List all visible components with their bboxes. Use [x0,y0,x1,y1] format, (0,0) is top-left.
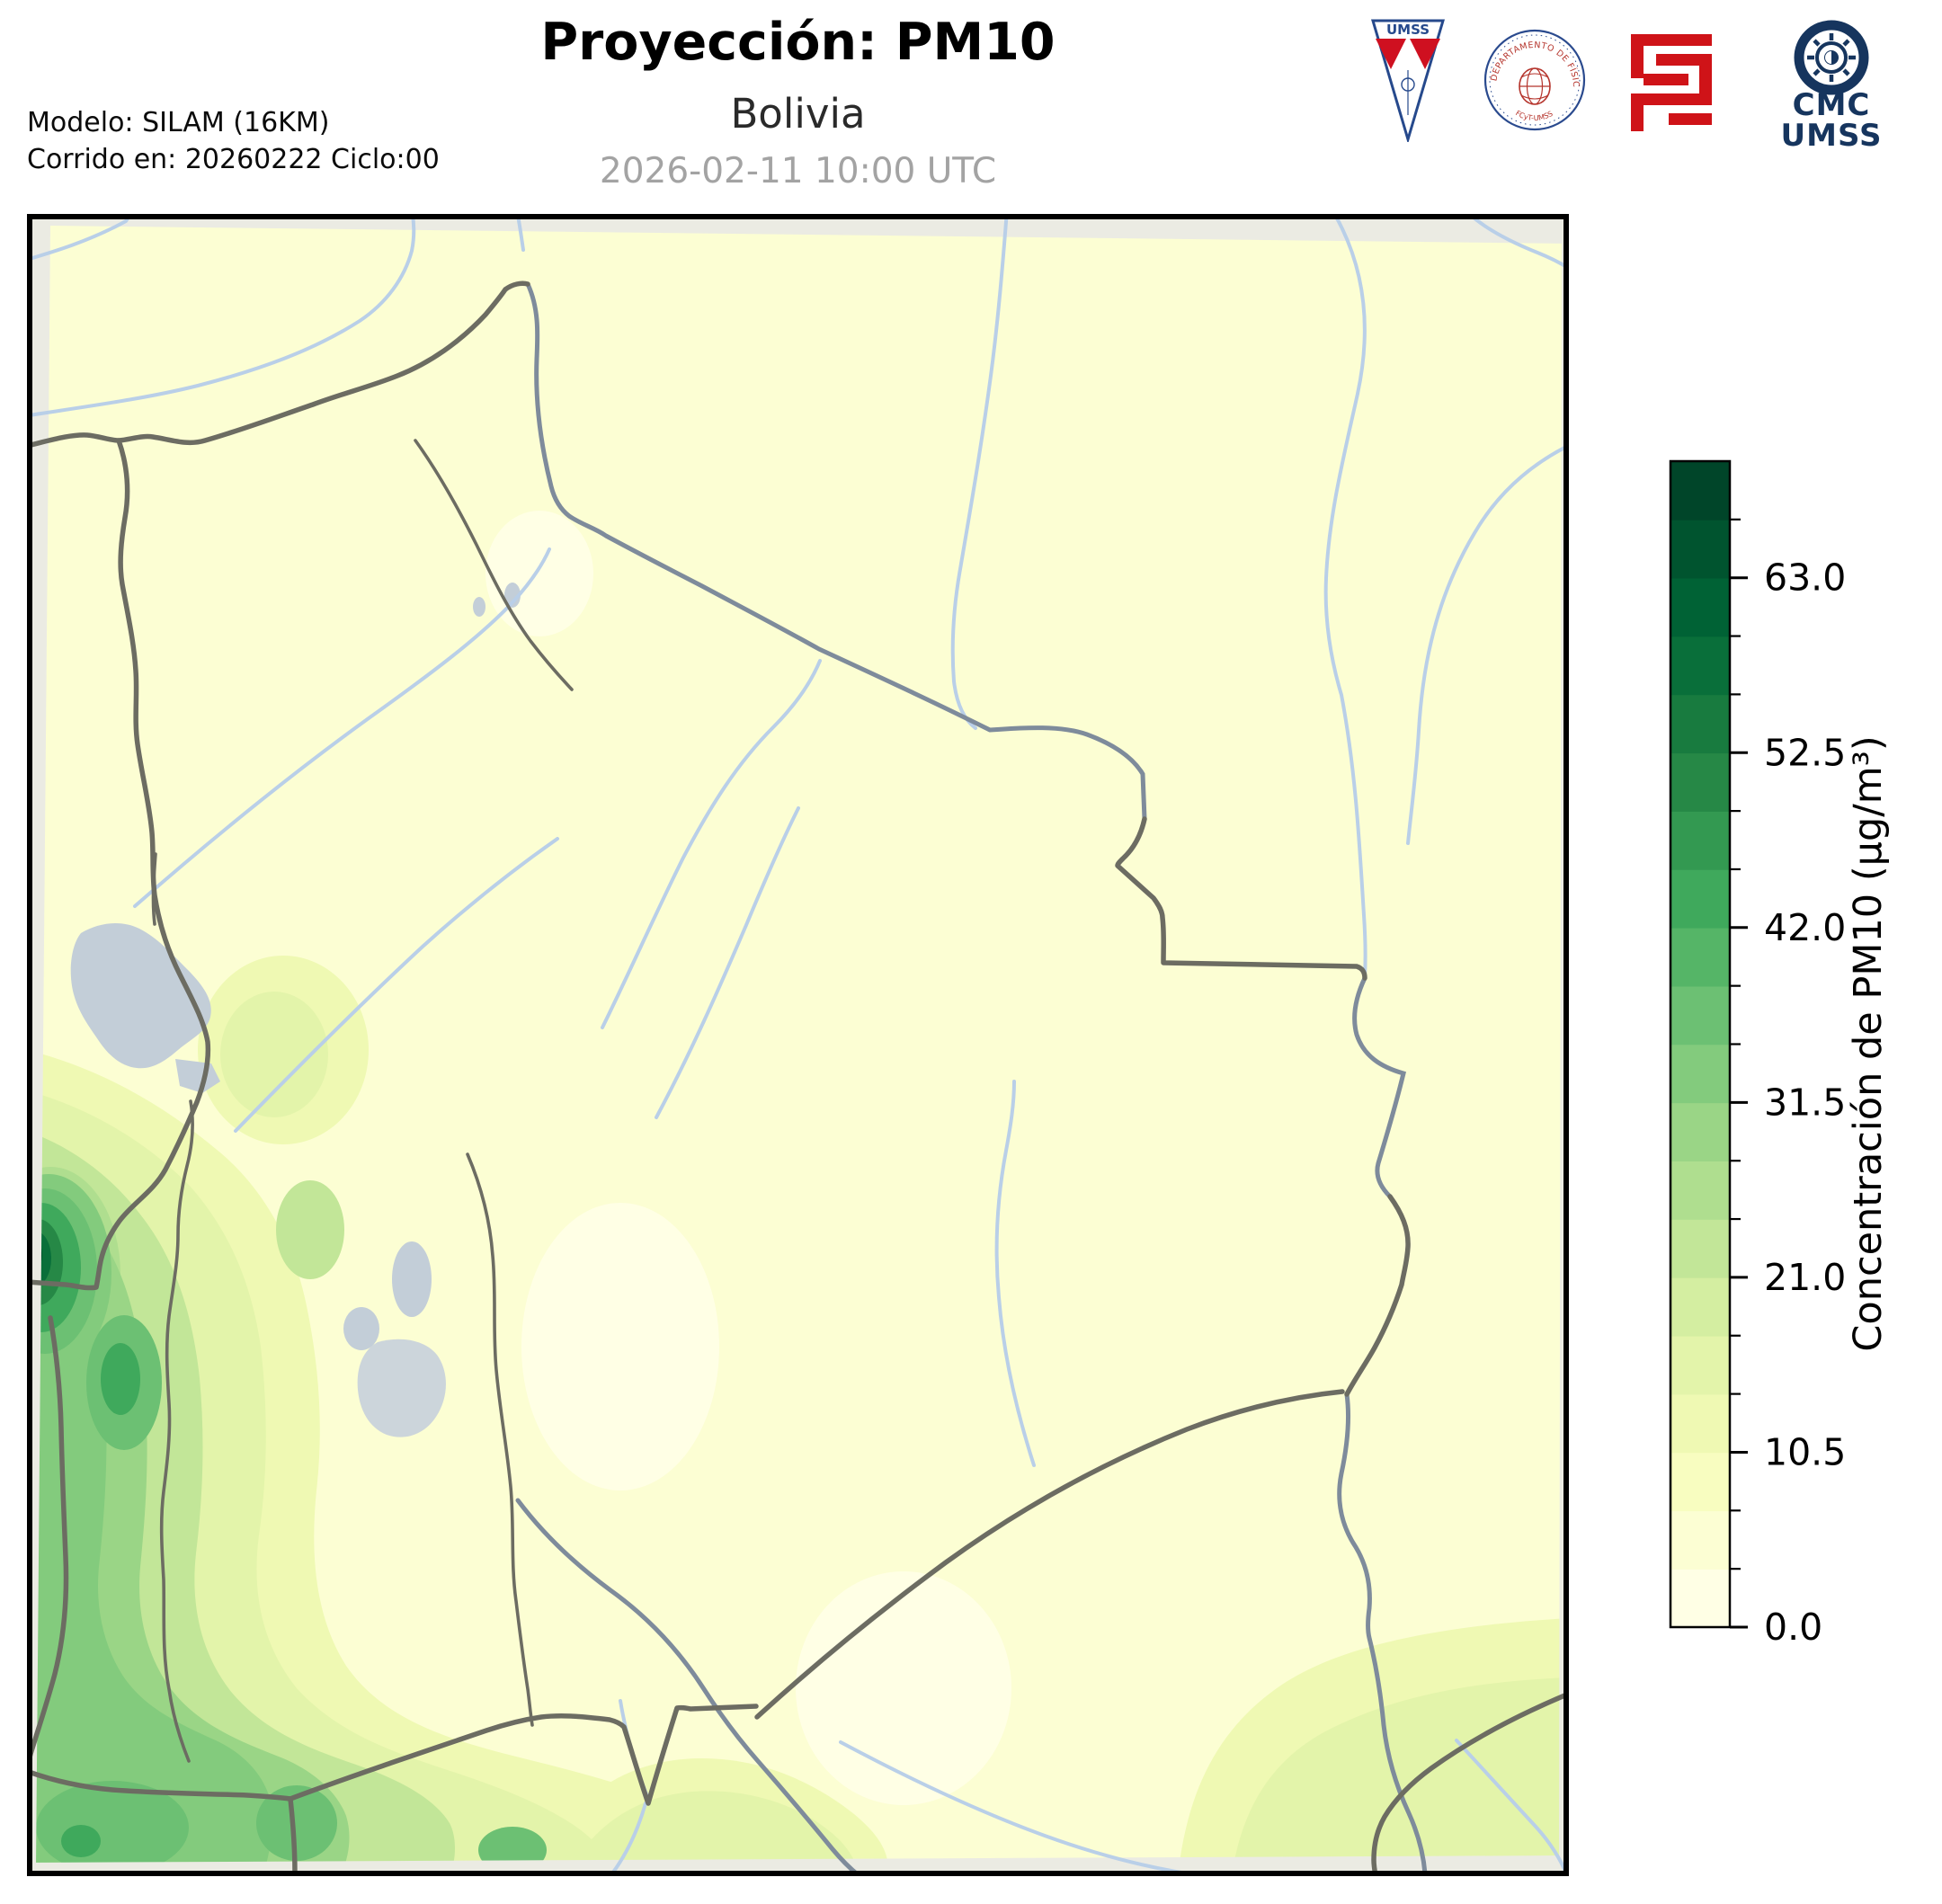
fcyt-mark-bars [1631,34,1712,131]
seal-globe-parallels [1520,73,1549,100]
country-borders [27,280,1569,1876]
colorbar-tick-label: 10.5 [1764,1430,1846,1473]
cmc-core-crescent [1825,51,1831,64]
contour-blob [61,1825,101,1857]
contour-band [276,1180,344,1279]
colorbar-segment [1670,811,1730,870]
cmc-umss-logo: CMC UMSS [1781,20,1883,149]
colorbar-segment [1670,752,1730,812]
umss-pennant-logo: UMSS [1370,19,1446,142]
pennant-red-left [1376,39,1406,69]
lake-titicaca-menor [175,1059,220,1093]
contour-low [796,1571,1011,1805]
model-info: Modelo: SILAM (16KM) Corrido en: 2026022… [27,104,440,178]
border-paraguay [754,1389,1345,1720]
colorbar-segment [1670,461,1730,520]
colorbar-tick-label: 21.0 [1764,1256,1846,1299]
border-brazil-northeast [1115,816,1367,981]
colorbar-tick-label: 52.5 [1764,731,1846,774]
pennant-label: UMSS [1386,22,1430,38]
departamento-fisica-seal: DEPARTAMENTO DE FÍSICA FCyT-UMSS [1482,27,1586,131]
page-title: Proyección: PM10 [540,13,1056,72]
figure-subtitle: Bolivia [730,90,866,138]
contour-band [220,992,328,1117]
border-argentina [288,1704,759,1806]
colorbar-panel: Concentración de PM10 (µg/m³) 0.0 10.5 21.… [1636,432,1942,1690]
border-peru-west [27,438,211,1291]
salar-uyuni [357,1339,446,1437]
colorbar-tick-label: 63.0 [1764,556,1846,600]
pennant-red-right [1410,39,1440,69]
cmc-line2: UMSS [1781,118,1883,149]
dept-border-lapaz-beni [414,439,574,691]
map-frame [27,214,1569,1876]
seal-dotted-ring [1489,34,1581,126]
contour-low [521,1203,719,1490]
colorbar-tick-label: 31.5 [1764,1081,1846,1124]
model-info-line2: Corrido en: 20260222 Ciclo:00 [27,144,440,175]
colorbar-segment [1670,577,1730,637]
contour-band [1232,1677,1569,1876]
colorbar-segment [1670,636,1730,696]
colorbar-segment [1670,1452,1730,1512]
colorbar-segment [1670,1044,1730,1104]
rivers [27,214,1569,1876]
colorbar-tick-label: 0.0 [1764,1606,1822,1649]
colorbar-tick-label: 42.0 [1764,906,1846,949]
colorbar-segment [1670,1219,1730,1278]
salar-coipasa [343,1307,379,1350]
colorbar-segment [1670,1510,1730,1570]
seal-outer-ring [1483,29,1586,131]
colorbar-segment [1670,868,1730,929]
colorbar-axis-label: Concentración de PM10 (µg/m³) [1846,735,1891,1351]
colorbar-segment [1670,927,1730,987]
colorbar-segment [1670,519,1730,579]
border-peru-north [27,280,530,449]
domain-margin-left [27,226,50,1866]
colorbar-segment [1670,1569,1730,1628]
lake-poopo [392,1241,432,1317]
colorbar: Concentración de PM10 (µg/m³) 0.0 10.5 21.… [1669,459,1891,1649]
colorbar-segment [1670,1161,1730,1220]
colorbar-segment [1670,1335,1730,1395]
fcyt-red-logo [1631,34,1712,131]
border-paraguay-argentina [1371,1691,1569,1876]
small-lake [504,583,521,608]
contour-blob [101,1343,140,1415]
border-junction-south [288,1796,298,1876]
pennant-emblem-circle [1401,77,1415,92]
bolivia-pm10-map [27,214,1569,1876]
contour-blob [256,1785,337,1861]
contour-low [486,511,593,636]
border-chile-argentina [27,1315,293,1802]
map-panel [27,214,1569,1876]
cmc-gear-teeth [1807,33,1856,82]
lakes [70,583,521,1437]
contour-band [566,1791,858,1876]
figure-timestamp: 2026-02-11 10:00 UTC [599,151,997,191]
colorbar-segment [1670,694,1730,754]
cmc-line1: CMC [1793,87,1871,123]
colorbar-segment [1670,1277,1730,1337]
colorbar-segment [1670,1102,1730,1161]
colorbar-segment [1670,985,1730,1045]
model-info-line1: Modelo: SILAM (16KM) [27,107,330,138]
dept-border-west [151,852,194,1763]
small-lake [473,597,486,617]
colorbar-segment [1670,1393,1730,1454]
lake-titicaca [70,922,211,1069]
dept-border-potosi [466,1152,534,1727]
border-brazil-southeast [1344,1194,1411,1397]
